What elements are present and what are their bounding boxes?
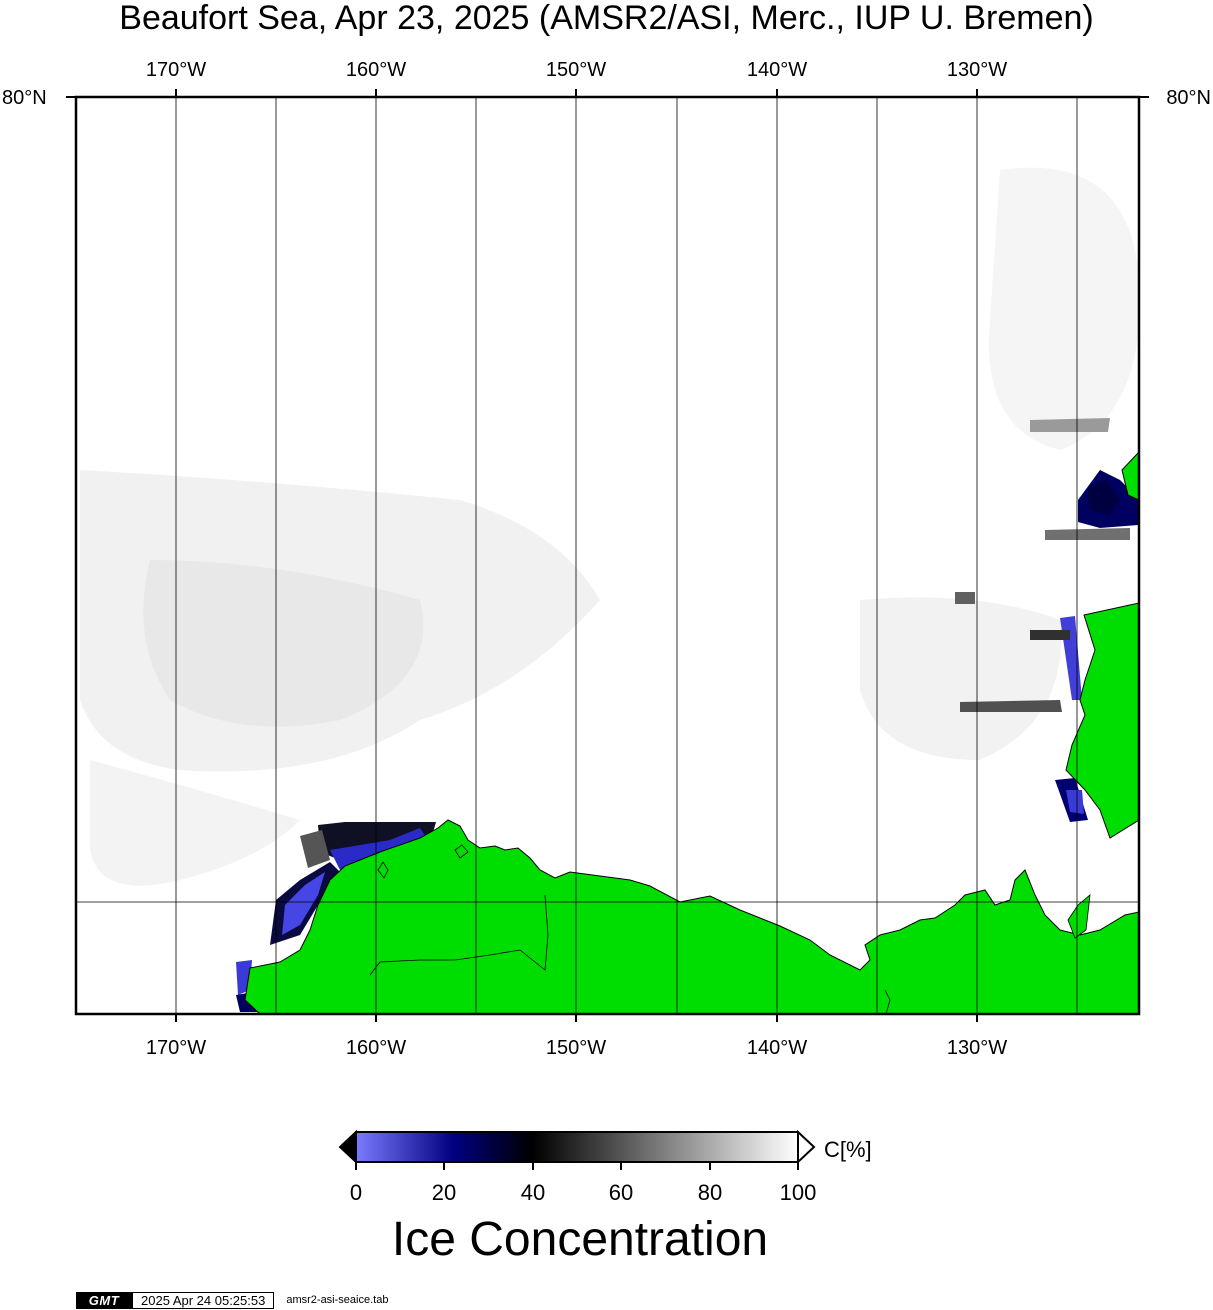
colorbar-low-triangle bbox=[338, 1129, 357, 1165]
gmt-logo: GMT bbox=[76, 1291, 132, 1309]
gmt-timestamp: GMT 2025 Apr 24 05:25:53 amsr2-asi-seaic… bbox=[76, 1290, 388, 1310]
colorbar-tick-0: 0 bbox=[350, 1180, 362, 1205]
colorbar-tick-40: 40 bbox=[521, 1180, 545, 1205]
graticule bbox=[76, 97, 1139, 1014]
colorbar-tick-20: 20 bbox=[432, 1180, 456, 1205]
page-title: Beaufort Sea, Apr 23, 2025 (AMSR2/ASI, M… bbox=[119, 0, 1094, 37]
colorbar-tick-80: 80 bbox=[698, 1180, 722, 1205]
colorbar-gradient bbox=[355, 1131, 799, 1163]
map-frame bbox=[74, 95, 1141, 1016]
timestamp-text: 2025 Apr 24 05:25:53 bbox=[132, 1291, 275, 1309]
sea-ice-haze bbox=[80, 167, 1139, 886]
lon-label-bottom-170w: 170°W bbox=[146, 1037, 206, 1059]
lon-label-top-170w: 170°W bbox=[146, 59, 206, 81]
tick-marks bbox=[66, 89, 1149, 1022]
colorbar-unit-label: C[%] bbox=[824, 1137, 872, 1162]
lon-label-top-150w: 150°W bbox=[546, 59, 606, 81]
lat-label-left: 80°N bbox=[2, 87, 47, 109]
land-alaska bbox=[244, 819, 1139, 1014]
lon-label-bottom-150w: 150°W bbox=[546, 1037, 606, 1059]
top-longitude-labels: 170°W 160°W 150°W 140°W 130°W bbox=[146, 59, 1007, 81]
eastern-ice-streaks bbox=[955, 418, 1139, 822]
source-filename: amsr2-asi-seaice.tab bbox=[286, 1294, 389, 1306]
colorbar-high-triangle bbox=[797, 1129, 816, 1165]
lon-label-top-160w: 160°W bbox=[346, 59, 406, 81]
lon-label-top-130w: 130°W bbox=[947, 59, 1007, 81]
lon-label-top-140w: 140°W bbox=[747, 59, 807, 81]
lon-label-bottom-160w: 160°W bbox=[346, 1037, 406, 1059]
lat-label-right: 80°N bbox=[1166, 87, 1211, 109]
colorbar: 0 20 40 60 80 100 C[%] bbox=[338, 1129, 872, 1205]
lon-label-bottom-140w: 140°W bbox=[747, 1037, 807, 1059]
land-banks-island bbox=[1065, 451, 1139, 839]
coastal-ice-band bbox=[236, 822, 436, 1012]
bottom-longitude-labels: 170°W 160°W 150°W 140°W 130°W bbox=[146, 1037, 1007, 1059]
colorbar-tick-60: 60 bbox=[609, 1180, 633, 1205]
colorbar-tick-100: 100 bbox=[780, 1180, 817, 1205]
lon-label-bottom-130w: 130°W bbox=[947, 1037, 1007, 1059]
colorbar-title: Ice Concentration bbox=[391, 1213, 769, 1266]
